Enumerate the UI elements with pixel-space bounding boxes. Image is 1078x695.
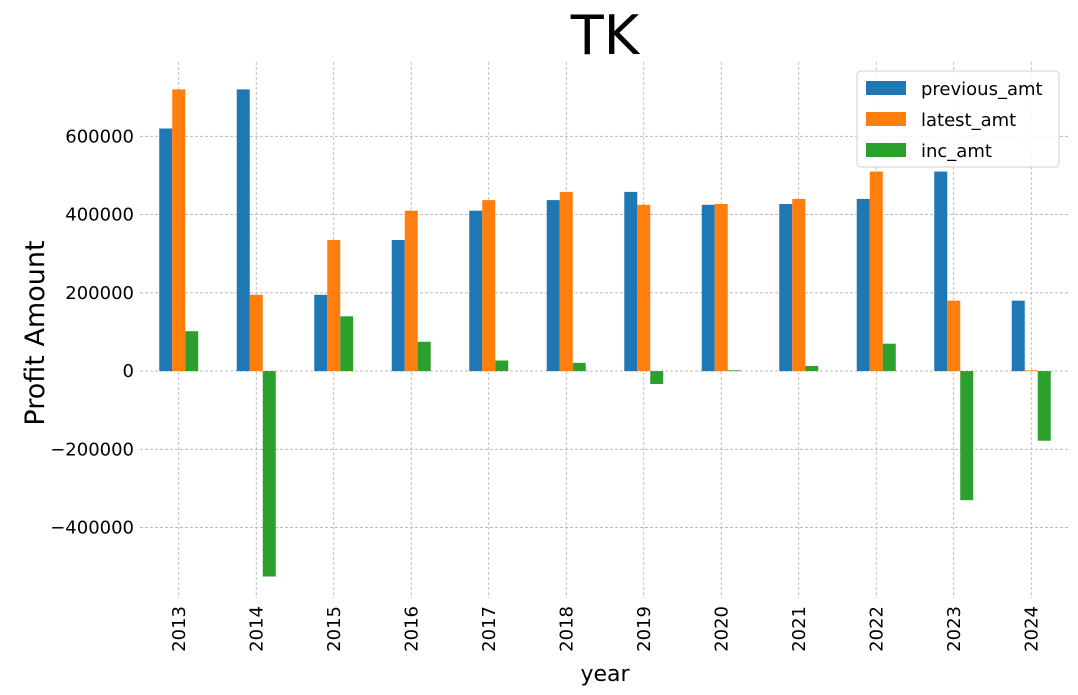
x-tick-label: 2017: [479, 606, 500, 652]
bar-inc_amt: [960, 371, 974, 501]
y-tick-label: 400000: [65, 205, 134, 226]
legend-label: previous_amt: [921, 79, 1043, 100]
bar-inc_amt: [262, 371, 276, 577]
x-tick-label: 2015: [324, 606, 345, 652]
bar-inc_amt: [417, 341, 431, 372]
bar-latest_amt: [559, 191, 573, 372]
bar-previous_amt: [469, 210, 483, 372]
bar-previous_amt: [701, 204, 715, 372]
bar-latest_amt: [792, 198, 806, 372]
y-tick-label: −200000: [50, 439, 134, 460]
legend-swatch: [866, 112, 906, 126]
bar-previous_amt: [236, 89, 250, 372]
bars: [159, 89, 1051, 577]
bar-previous_amt: [314, 294, 328, 372]
bar-inc_amt: [1037, 371, 1051, 441]
legend-label: latest_amt: [921, 110, 1016, 131]
chart-title: TK: [570, 4, 641, 67]
legend-swatch: [866, 81, 906, 95]
bar-previous_amt: [779, 204, 793, 372]
y-axis-ticks: −400000 −200000 0 200000 400000 600000: [50, 126, 134, 538]
bar-inc_amt: [882, 343, 896, 372]
bar-latest_amt: [404, 210, 418, 372]
bar-previous_amt: [934, 171, 948, 372]
bar-latest_amt: [947, 300, 961, 372]
bar-previous_amt: [391, 240, 405, 372]
x-tick-label: 2014: [246, 606, 267, 652]
bar-inc_amt: [495, 360, 509, 372]
bar-previous_amt: [624, 191, 638, 372]
bar-inc_amt: [185, 331, 199, 372]
x-axis-ticks: 2013 2014 2015 2016 2017 2018 2019 2020 2021 2022…: [169, 606, 1043, 652]
bar-latest_amt: [637, 204, 651, 372]
legend-label: inc_amt: [921, 141, 992, 162]
x-tick-label: 2022: [866, 606, 887, 652]
x-tick-label: 2023: [944, 606, 965, 652]
bar-latest_amt: [1024, 370, 1038, 372]
bar-latest_amt: [482, 200, 496, 372]
bar-inc_amt: [727, 370, 741, 372]
legend: previous_amt latest_amt inc_amt: [856, 70, 1060, 168]
bar-previous_amt: [1011, 300, 1025, 372]
bar-previous_amt: [856, 198, 870, 372]
bar-inc_amt: [650, 371, 664, 384]
bar-inc_amt: [805, 365, 819, 372]
y-axis-label: Profit Amount: [20, 240, 51, 425]
bar-latest_amt: [327, 240, 341, 372]
bar-latest_amt: [714, 204, 728, 372]
bar-latest_amt: [172, 89, 186, 372]
bar-inc_amt: [340, 316, 354, 372]
y-tick-label: 200000: [65, 283, 134, 304]
bar-previous_amt: [159, 128, 173, 372]
x-tick-label: 2018: [556, 606, 577, 652]
legend-swatch: [866, 143, 906, 157]
y-tick-label: 0: [123, 361, 134, 382]
bar-previous_amt: [546, 200, 560, 372]
x-axis-label: year: [580, 662, 630, 687]
x-tick-label: 2013: [169, 606, 190, 652]
y-tick-label: 600000: [65, 126, 134, 147]
bar-latest_amt: [249, 294, 263, 372]
bar-inc_amt: [572, 362, 586, 372]
x-tick-label: 2016: [401, 606, 422, 652]
x-tick-label: 2019: [634, 606, 655, 652]
x-tick-label: 2024: [1021, 606, 1042, 652]
y-tick-label: −400000: [50, 518, 134, 539]
legend-box: [856, 70, 1060, 168]
x-tick-label: 2021: [789, 606, 810, 652]
bar-latest_amt: [869, 171, 883, 372]
x-tick-label: 2020: [711, 606, 732, 652]
